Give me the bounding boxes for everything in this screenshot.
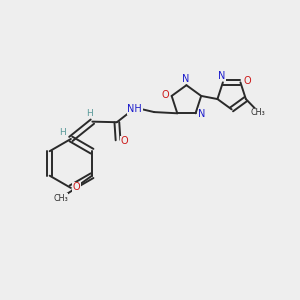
Text: CH₃: CH₃ [53, 194, 68, 202]
Text: O: O [72, 182, 80, 192]
Text: O: O [161, 90, 169, 100]
Text: NH: NH [128, 104, 142, 114]
Text: H: H [86, 109, 93, 118]
Text: H: H [59, 128, 66, 137]
Text: N: N [182, 74, 190, 84]
Text: CH₃: CH₃ [250, 108, 265, 117]
Text: N: N [218, 71, 225, 81]
Text: O: O [120, 136, 128, 146]
Text: O: O [243, 76, 251, 86]
Text: N: N [198, 109, 206, 119]
